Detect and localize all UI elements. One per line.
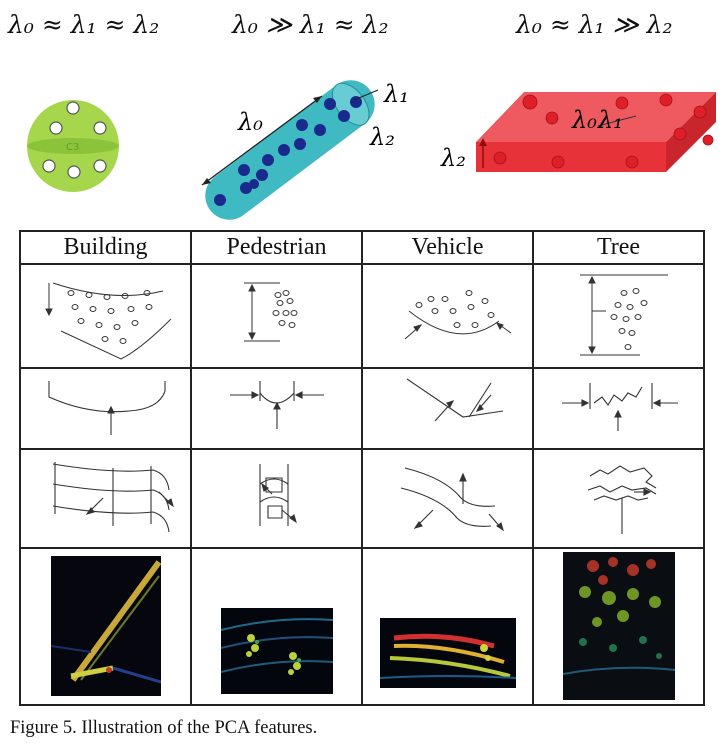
header-planar: λ₀ ≈ λ₁ ≫ λ₂ xyxy=(516,10,673,39)
pedestrian-points-sketch xyxy=(243,282,297,342)
tree-surface-sketch xyxy=(587,465,656,535)
figure-caption: Figure 5. Illustration of the PCA featur… xyxy=(10,718,318,738)
box-lambda2: λ₂ xyxy=(440,144,466,172)
cell-pedestrian-lidar xyxy=(190,546,363,707)
col-header-building: Building xyxy=(19,229,192,266)
col-header-pedestrian: Pedestrian xyxy=(190,229,363,266)
box-lambda0: λ₀ xyxy=(571,106,597,134)
cell-tree-lidar xyxy=(532,546,705,707)
col-header-vehicle: Vehicle xyxy=(361,229,534,266)
vehicle-points-sketch xyxy=(404,290,511,340)
box-lambda1: λ₁ xyxy=(597,106,623,134)
box-shape: λ₀ λ₁ λ₂ xyxy=(440,92,716,172)
pedestrian-profile-sketch xyxy=(229,381,324,430)
building-surface-sketch xyxy=(52,462,174,533)
building-points-sketch xyxy=(44,282,171,360)
building-profile-sketch xyxy=(47,381,166,436)
feature-table: Building Pedestrian Vehicle Tree xyxy=(19,229,705,707)
cell-tree-profile xyxy=(532,367,705,450)
tree-points-sketch xyxy=(579,274,668,356)
building-lidar-image xyxy=(50,556,161,697)
cell-vehicle-points xyxy=(361,263,534,370)
shape-illustrations: C3 λ₀ λ₁ λ₂ xyxy=(27,80,716,220)
cylinder-lambda2: λ₂ xyxy=(369,123,395,151)
header-isotropic: λ₀ ≈ λ₁ ≈ λ₂ xyxy=(8,10,160,39)
cylinder-lambda1: λ₁ xyxy=(383,80,409,108)
cylinder-shape: λ₀ λ₁ λ₂ xyxy=(201,80,409,220)
col-header-tree: Tree xyxy=(532,229,705,266)
pedestrian-surface-sketch xyxy=(258,464,297,527)
cylinder-lambda0: λ₀ xyxy=(237,108,263,136)
cell-vehicle-profile xyxy=(361,367,534,450)
cell-tree-points xyxy=(532,263,705,370)
header-linear: λ₀ ≫ λ₁ ≈ λ₂ xyxy=(232,10,389,39)
cell-building-profile xyxy=(19,367,192,450)
cell-vehicle-surface xyxy=(361,447,534,549)
vehicle-profile-sketch xyxy=(406,379,503,422)
vehicle-lidar-image xyxy=(379,618,516,688)
cell-pedestrian-profile xyxy=(190,367,363,450)
pedestrian-lidar-image xyxy=(220,608,333,694)
cell-pedestrian-points xyxy=(190,263,363,370)
cell-tree-surface xyxy=(532,447,705,549)
tree-lidar-image xyxy=(562,552,675,701)
sphere-center-label: C3 xyxy=(66,142,79,153)
tree-profile-sketch xyxy=(561,383,678,432)
vehicle-surface-sketch xyxy=(400,467,504,532)
cell-building-surface xyxy=(19,447,192,549)
cell-building-points xyxy=(19,263,192,370)
cell-pedestrian-surface xyxy=(190,447,363,549)
cell-vehicle-lidar xyxy=(361,546,534,707)
cell-building-lidar xyxy=(19,546,192,707)
sphere-shape: C3 xyxy=(27,100,119,192)
